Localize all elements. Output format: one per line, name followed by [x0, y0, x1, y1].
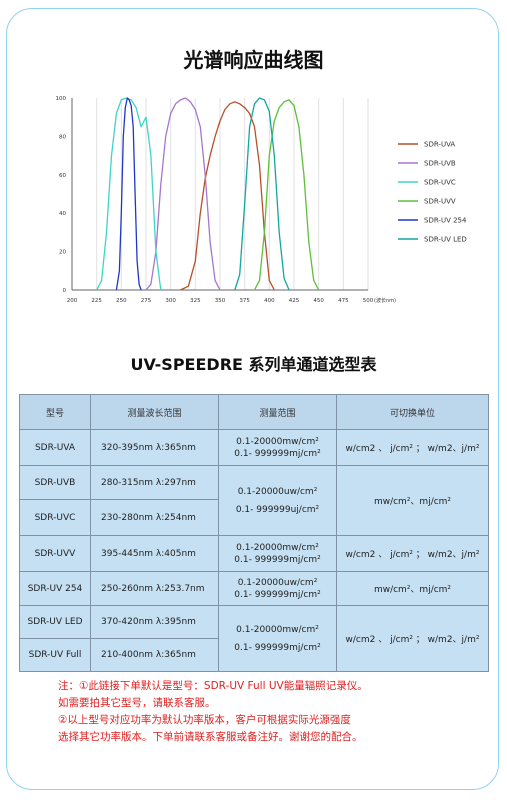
x-tick-label: 400 [264, 298, 275, 304]
header-range: 测量范围 [218, 394, 337, 430]
notes: 注：①此链接下单默认是型号：SDR-UV Full UV能量辐照记录仪。 如需要… [58, 678, 498, 746]
wavelength-cell: 280-315nm λ:297nm [90, 465, 219, 500]
wavelength-cell: 250-260nm λ:253.7nm [90, 571, 219, 606]
x-tick-label: 425 [289, 298, 300, 304]
note-line: 注：①此链接下单默认是型号：SDR-UV Full UV能量辐照记录仪。 [58, 680, 368, 692]
range-cell: 0.1-20000mw/cm² 0.1- 999999mj/cm² [218, 605, 337, 672]
header-unit: 可切换单位 [336, 394, 489, 430]
series-line [253, 99, 320, 291]
series-line [115, 97, 142, 291]
range-cell: 0.1-20000uw/cm² 0.1- 999999mj/cm² [218, 571, 337, 606]
spectral-response-chart: 0 20 40 60 80 100 200 225 250 275 300 325 350 375 400 4… [56, 96, 467, 304]
table-row: SDR-UVV 395-445nm λ:405nm 0.1-20000mw/cm… [19, 535, 489, 572]
table-row: SDR-UV LED 370-420nm λ:395nm 0.1-20000mw… [19, 605, 489, 672]
x-tick-label: 350 [215, 298, 226, 304]
y-tick-label: 0 [63, 288, 67, 294]
range-cell: 0.1-20000uw/cm² 0.1- 999999uj/cm² [218, 465, 337, 536]
legend-label: SDR-UVA [424, 141, 455, 149]
x-tick-label: 225 [91, 298, 102, 304]
wavelength-cell: 210-400nm λ:365nm [90, 638, 219, 672]
range-line: 0.1- 999999mj/cm² [234, 589, 321, 600]
unit-cell: w/cm2 、 j/cm² ； w/m2、j/m² [336, 429, 489, 466]
unit-cell: mw/cm²、mj/cm² [336, 571, 489, 606]
note-line: ②以上型号对应功率为默认功率版本，客户可根据实际光源强度 [58, 714, 351, 726]
wavelength-cell: 395-445nm λ:405nm [90, 535, 219, 572]
unit-cell: mw/cm²、mj/cm² [336, 465, 489, 536]
range-line: 0.1- 999999mj/cm² [234, 554, 321, 565]
series-line [145, 97, 221, 291]
note-line: 如需要拍其它型号，请联系客服。 [58, 697, 216, 709]
selection-table: 型号 测量波长范围 测量范围 可切换单位 SDR-UVA 320-395nm λ… [19, 394, 489, 672]
page-frame [6, 8, 499, 790]
y-tick-label: 20 [59, 250, 66, 256]
x-tick-label: 500 [363, 298, 374, 304]
chart-title: 光谱响应曲线图 [183, 48, 324, 72]
x-tick-label: 250 [116, 298, 127, 304]
x-tick-label: 200 [67, 298, 78, 304]
x-tick-label: 475 [338, 298, 349, 304]
table-row: SDR-UV 254 250-260nm λ:253.7nm 0.1-20000… [19, 571, 489, 606]
series-line [234, 97, 290, 291]
model-cell: SDR-UVC [19, 499, 91, 536]
table-row: SDR-UVA 320-395nm λ:365nm 0.1-20000mw/cm… [19, 429, 489, 466]
range-line: 0.1- 999999uj/cm² [235, 504, 320, 515]
legend-label: SDR-UVV [424, 198, 456, 206]
series-line [180, 101, 275, 291]
range-line: 0.1-20000uw/cm² [237, 577, 318, 588]
range-cell: 0.1-20000mw/cm² 0.1- 999999mj/cm² [218, 535, 337, 572]
model-cell: SDR-UVA [19, 429, 91, 466]
wavelength-cell: 230-280nm λ:254nm [90, 499, 219, 536]
model-cell: SDR-UV LED [19, 605, 91, 639]
y-tick-label: 100 [56, 96, 67, 102]
wavelength-cell: 320-395nm λ:365nm [90, 429, 219, 466]
header-model: 型号 [19, 394, 91, 430]
legend-label: SDR-UV LED [424, 236, 467, 244]
legend-label: SDR-UVC [424, 179, 456, 187]
range-cell: 0.1-20000mw/cm² 0.1- 999999mj/cm² [218, 429, 337, 466]
x-tick-label: 325 [190, 298, 201, 304]
x-tick-label: 450 [313, 298, 324, 304]
range-line: 0.1-20000mw/cm² [236, 436, 319, 447]
x-tick-label: 275 [141, 298, 152, 304]
range-line: 0.1- 999999mj/cm² [234, 642, 321, 653]
range-line: 0.1-20000mw/cm² [236, 542, 319, 553]
y-tick-label: 60 [59, 173, 66, 179]
model-cell: SDR-UV Full [19, 638, 91, 672]
model-cell: SDR-UV 254 [19, 571, 91, 606]
header-wavelength: 测量波长范围 [90, 394, 219, 430]
table-row: SDR-UVB 280-315nm λ:297nm 0.1-20000uw/cm… [19, 465, 489, 536]
table-row: SDR-UV Full 210-400nm λ:365nm [19, 638, 489, 672]
wavelength-cell: 370-420nm λ:395nm [90, 605, 219, 639]
model-cell: SDR-UVB [19, 465, 91, 500]
table-row: SDR-UVC 230-280nm λ:254nm [19, 499, 489, 536]
range-line: 0.1- 999999mj/cm² [234, 448, 321, 459]
range-line: 0.1-20000mw/cm² [236, 624, 319, 635]
y-tick-label: 40 [59, 211, 66, 217]
x-tick-label: 300 [165, 298, 176, 304]
y-tick-label: 80 [59, 134, 66, 140]
selection-table-title: UV-SPEEDRE 系列单通道选型表 [130, 355, 377, 374]
legend-label: SDR-UV 254 [424, 217, 467, 225]
unit-cell: w/cm2 、 j/cm² ； w/m2、j/m² [336, 535, 489, 572]
series-line [96, 97, 162, 291]
x-tick-label: 375 [239, 298, 250, 304]
range-line: 0.1-20000uw/cm² [237, 486, 318, 497]
x-axis-unit: (波长nm) [374, 297, 396, 304]
note-line: 选择其它功率版本。下单前请联系客服或备注好。谢谢您的配合。 [58, 731, 363, 743]
legend-label: SDR-UVB [424, 160, 456, 168]
table-header-row: 型号 测量波长范围 测量范围 可切换单位 [19, 394, 489, 430]
model-cell: SDR-UVV [19, 535, 91, 572]
unit-cell: w/cm2 、 j/cm² ； w/m2、j/m² [336, 605, 489, 672]
